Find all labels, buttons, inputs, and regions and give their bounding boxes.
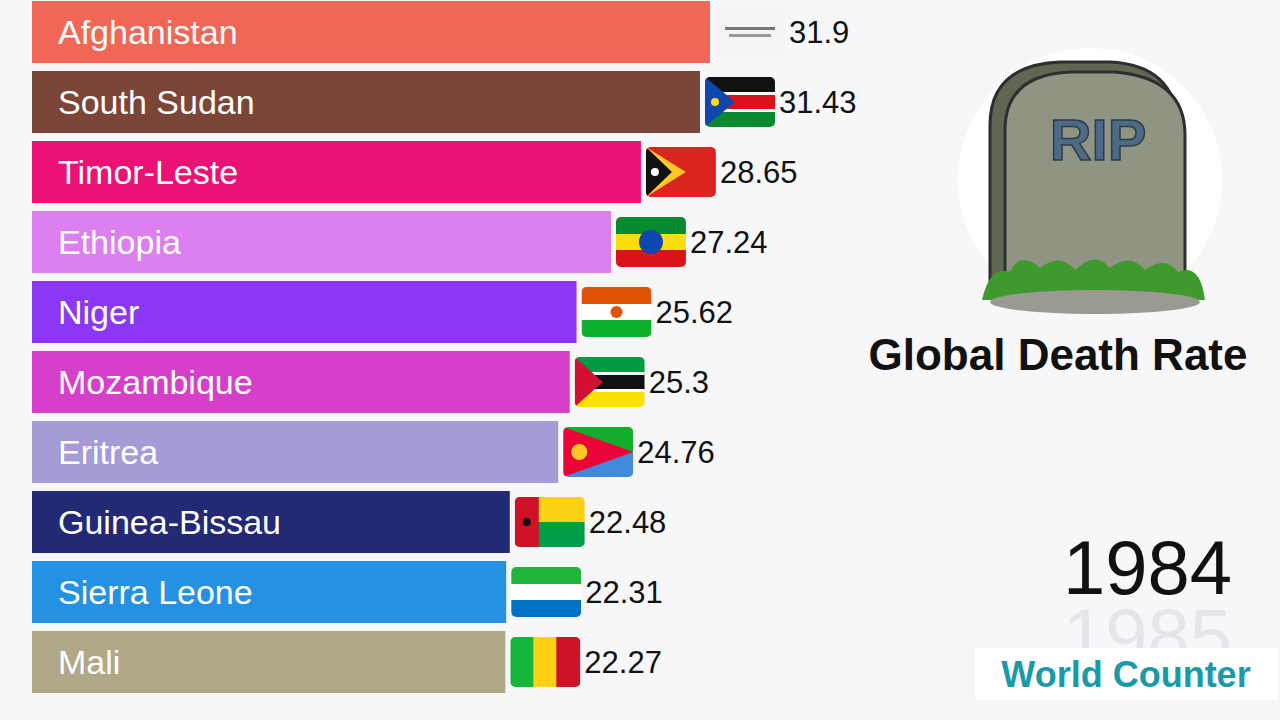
data-label: 28.65 — [720, 155, 798, 190]
category-labels: Afghanistan South Sudan Timor-Leste Ethiopi… — [58, 13, 281, 681]
category-label: Guinea-Bissau — [58, 503, 281, 541]
flags — [510, 7, 785, 687]
bar — [32, 421, 558, 483]
category-label: Afghanistan — [58, 13, 238, 51]
icon-text: RIP — [1050, 107, 1147, 172]
data-label: 22.31 — [585, 575, 663, 610]
data-label: 31.43 — [779, 85, 857, 120]
flag — [715, 7, 785, 57]
category-label: Eritrea — [58, 433, 158, 471]
data-label: 24.76 — [637, 435, 715, 470]
category-label: Ethiopia — [58, 223, 181, 261]
flag — [582, 287, 652, 337]
category-label: Sierra Leone — [58, 573, 253, 611]
category-label: Niger — [58, 293, 139, 331]
bar — [32, 281, 577, 343]
category-label: Mozambique — [58, 363, 253, 401]
data-label: 31.9 — [789, 15, 849, 50]
data-label: 22.48 — [589, 505, 667, 540]
bar — [32, 141, 641, 203]
title: Global Death Rate — [869, 330, 1248, 379]
flag — [511, 567, 581, 617]
year: 1984 — [1063, 525, 1232, 610]
flag — [616, 217, 686, 267]
bar — [32, 491, 510, 553]
icon: RIP — [958, 48, 1222, 314]
bar — [32, 211, 611, 273]
data-label: 27.24 — [690, 225, 768, 260]
watermark-box — [975, 648, 1278, 700]
data-labels: 31.9 31.43 28.65 27.24 25.62 25.3 24.76 22.48 22… — [584, 15, 856, 680]
chart: Afghanistan South Sudan Timor-Leste Ethiopi… — [0, 0, 1280, 720]
flag — [575, 357, 645, 407]
category-label: South Sudan — [58, 83, 255, 121]
flag — [510, 637, 580, 687]
bar — [32, 71, 700, 133]
data-label: 25.62 — [656, 295, 734, 330]
flag — [563, 427, 633, 477]
data-label: 25.3 — [649, 365, 709, 400]
bars — [32, 1, 710, 693]
flag — [705, 77, 775, 127]
watermark: World Counter — [1001, 654, 1250, 695]
bar — [32, 561, 506, 623]
data-label: 22.27 — [584, 645, 662, 680]
flag — [515, 497, 585, 547]
category-label: Mali — [58, 643, 120, 681]
bar — [32, 1, 710, 63]
bar — [32, 351, 570, 413]
bar — [32, 631, 505, 693]
category-label: Timor-Leste — [58, 153, 238, 191]
flag — [646, 147, 716, 197]
